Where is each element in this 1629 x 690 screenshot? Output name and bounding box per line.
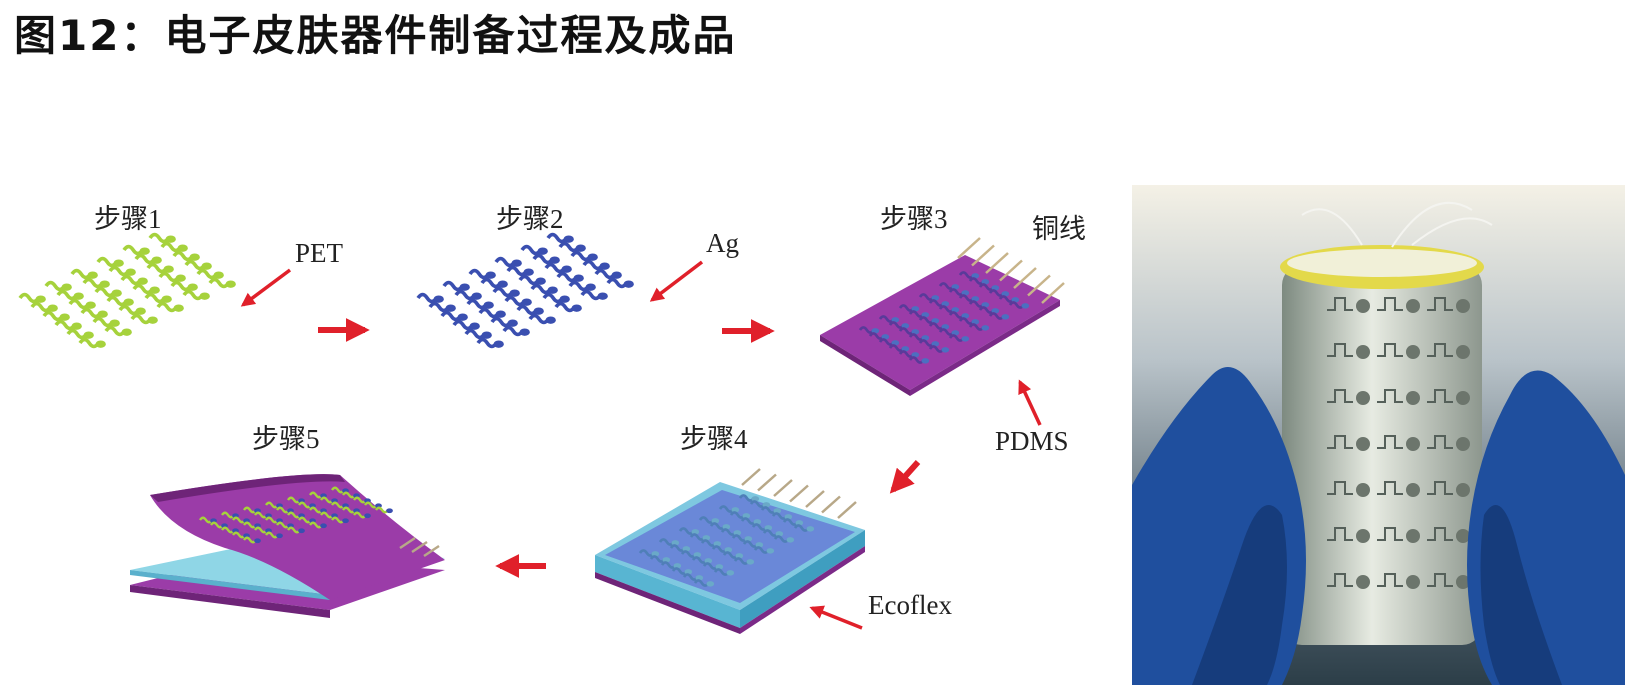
pet-label: PET [295,238,344,268]
ecoflex-pointer [809,605,863,630]
step4-ecoflex-device [595,468,865,634]
ag-pointer [649,260,704,302]
step1-label: 步骤1 [94,204,162,234]
ag-label: Ag [706,228,739,258]
pdms-label: PDMS [995,426,1069,456]
step1-pet-mesh [18,232,236,349]
ecoflex-label: Ecoflex [868,590,952,620]
step5-label: 步骤5 [252,424,320,454]
step2-label: 步骤2 [496,204,564,234]
step3-label: 步骤3 [880,204,948,234]
finished-device-photo [1132,185,1625,685]
fabrication-diagram: 步骤1 步骤2 步骤3 步骤4 步骤5 [18,204,1086,634]
pet-pointer [240,268,292,307]
copper-wire-label: 铜线 [1032,214,1086,244]
step3-pdms-device [820,237,1065,396]
pdms-pointer [1018,379,1042,426]
step2-ag-mesh [416,232,634,349]
figure-title: 图12：电子皮肤器件制备过程及成品 [14,11,737,60]
arrow-step3-to-step4 [889,460,921,494]
sensor-cylinder [1282,265,1482,645]
step4-label: 步骤4 [680,424,748,454]
step5-peeled-device [130,474,445,618]
